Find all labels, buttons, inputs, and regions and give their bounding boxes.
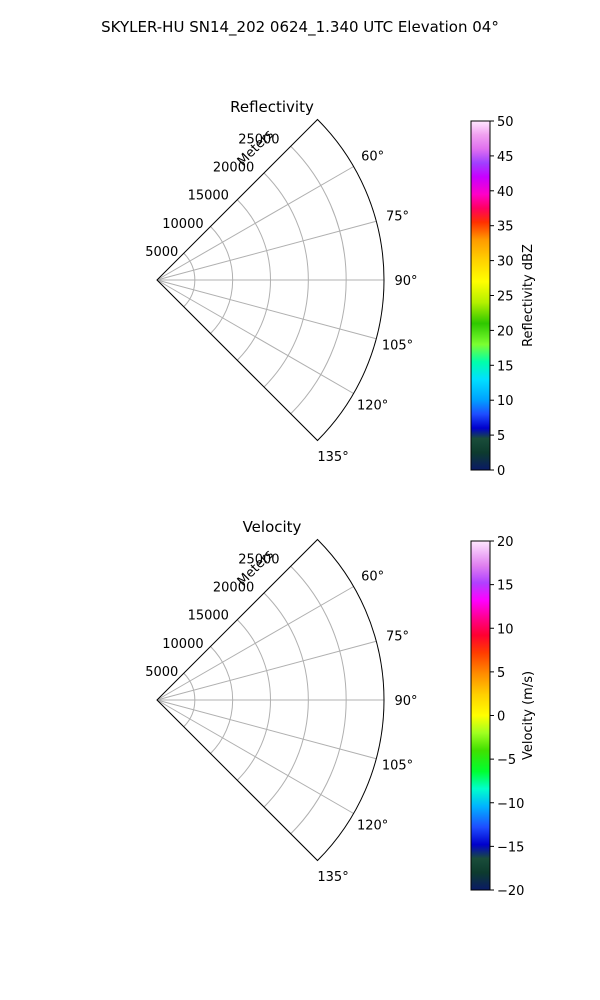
colorbar-tick-label: 35 <box>497 220 514 235</box>
chart-panel-1: Reflectivity 5000 10000 15000 20000 25000 60° 7… <box>145 98 536 479</box>
range-tick-label: 15000 <box>188 609 229 624</box>
colorbar-tick-label: 20 <box>497 535 514 550</box>
colorbar-tick-label: 20 <box>497 324 514 339</box>
angle-tick-label: 75° <box>386 210 409 225</box>
angle-tick-label: 120° <box>357 399 388 414</box>
angle-gridline <box>156 166 354 281</box>
colorbar-tick-label: 5 <box>497 429 505 444</box>
angle-gridline <box>156 699 354 814</box>
angle-tick-label: 135° <box>317 450 348 465</box>
chart-panel-2: Velocity 5000 10000 15000 20000 25000 60° 75° 90… <box>145 518 536 899</box>
range-tick-label: 15000 <box>188 189 229 204</box>
range-tick-label: 25000 <box>238 132 279 147</box>
range-tick-label: 5000 <box>145 665 178 680</box>
angle-gridline <box>156 640 377 701</box>
range-tick-label: 10000 <box>162 637 203 652</box>
angle-gridline <box>156 220 377 281</box>
colorbar-label: Velocity (m/s) <box>521 671 536 760</box>
chart-title: Reflectivity <box>230 98 314 116</box>
colorbar-tick-label: −15 <box>497 840 524 855</box>
colorbar-tick-label: 45 <box>497 150 514 165</box>
angle-tick-label: 60° <box>361 570 384 585</box>
colorbar-tick-label: 0 <box>497 464 505 479</box>
range-tick-label: 10000 <box>162 217 203 232</box>
angle-tick-label: 120° <box>357 819 388 834</box>
colorbar <box>470 540 491 891</box>
colorbar-tick-label: 25 <box>497 290 514 305</box>
range-tick-label: 20000 <box>213 581 254 596</box>
colorbar-tick-label: 10 <box>497 622 514 637</box>
colorbar-tick-label: 50 <box>497 115 514 130</box>
colorbar-tick-label: 15 <box>497 359 514 374</box>
colorbar-tick-label: 5 <box>497 666 505 681</box>
colorbar-label: Reflectivity dBZ <box>521 244 536 347</box>
angle-gridline <box>156 279 377 340</box>
range-tick-label: 20000 <box>213 161 254 176</box>
range-tick-label: 5000 <box>145 245 178 260</box>
angle-tick-label: 90° <box>394 274 417 289</box>
angle-gridline <box>156 699 377 760</box>
colorbar-tick-label: 30 <box>497 255 514 270</box>
angle-tick-label: 90° <box>394 694 417 709</box>
angle-gridline <box>156 279 354 394</box>
angle-tick-label: 105° <box>382 758 413 773</box>
plot-frame <box>156 118 385 442</box>
angle-tick-label: 135° <box>317 870 348 885</box>
colorbar-tick-label: −5 <box>497 753 516 768</box>
angle-tick-label: 75° <box>386 630 409 645</box>
angle-tick-label: 105° <box>382 338 413 353</box>
range-tick-label: 25000 <box>238 552 279 567</box>
chart-title: Velocity <box>243 518 302 536</box>
colorbar-tick-label: 10 <box>497 394 514 409</box>
colorbar <box>470 120 491 471</box>
colorbar-tick-label: 40 <box>497 185 514 200</box>
angle-gridline <box>156 586 354 701</box>
plot-frame <box>156 538 385 862</box>
colorbar-tick-label: −20 <box>497 884 524 899</box>
colorbar-tick-label: −10 <box>497 797 524 812</box>
colorbar-tick-label: 0 <box>497 710 505 725</box>
colorbar-tick-label: 15 <box>497 579 514 594</box>
figure-suptitle: SKYLER-HU SN14_202 0624_1.340 UTC Elevat… <box>101 18 499 37</box>
angle-tick-label: 60° <box>361 150 384 165</box>
